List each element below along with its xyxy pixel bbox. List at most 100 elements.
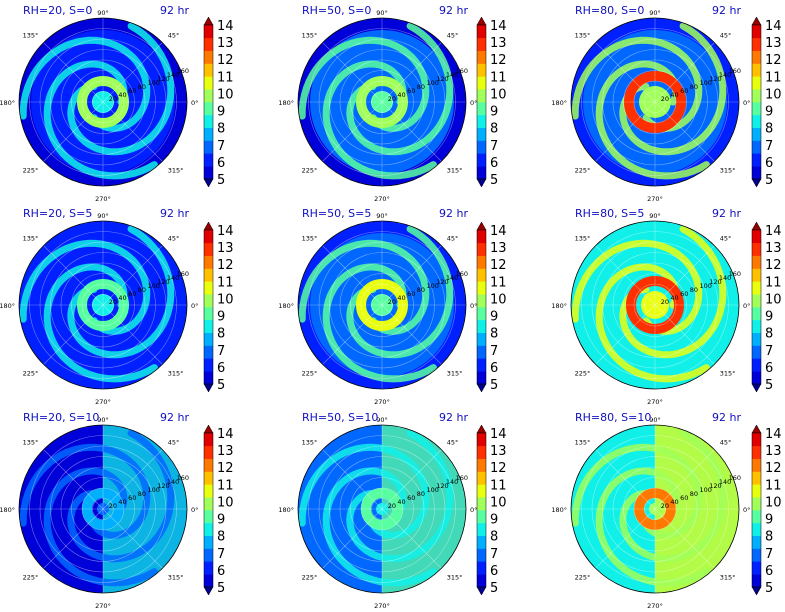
grid-ring (371, 91, 393, 113)
colorbar-segment (477, 153, 486, 167)
radius-label: 60 (680, 494, 688, 502)
colorbar-frame (476, 432, 487, 588)
spiral-band (322, 467, 437, 587)
grid-ring (71, 477, 135, 541)
radius-label: 120 (436, 278, 448, 286)
grid-spoke (102, 101, 163, 162)
radar-field (571, 425, 739, 593)
polar-frame (297, 17, 467, 187)
radar-field (19, 221, 187, 389)
grid-ring (602, 49, 708, 155)
angle-label: 180° (551, 302, 567, 310)
colorbar-tick-label: 12 (217, 461, 234, 476)
colorbar-segment (477, 445, 486, 459)
colorbar-tick-label: 9 (490, 513, 498, 528)
colorbar-segment (477, 294, 486, 308)
colorbar-segment (477, 127, 486, 141)
angle-label: 270° (374, 195, 390, 203)
eyewall (77, 279, 129, 331)
grid-ring (644, 91, 666, 113)
spiral-band (571, 443, 703, 539)
colorbar-tick-label: 12 (217, 258, 234, 273)
colorbar-segment (477, 25, 486, 39)
angle-label: 180° (0, 506, 15, 514)
angle-label: 180° (551, 99, 567, 107)
colorbar-tick-label: 5 (490, 378, 498, 393)
colorbar-segment (477, 255, 486, 269)
spiral-band (595, 467, 710, 587)
grid-ring (92, 91, 114, 113)
angle-label: 135° (23, 234, 39, 242)
colorbar-tick-label: 11 (217, 478, 234, 493)
angle-label: 180° (551, 506, 567, 514)
colorbar-segment (752, 242, 761, 256)
colorbar-segment (752, 25, 761, 39)
radius-label: 140 (719, 478, 731, 486)
grid-ring (39, 445, 167, 573)
colorbar-segment (752, 89, 761, 103)
eyewall (82, 488, 124, 530)
colorbar-tick-label: 7 (490, 547, 498, 562)
panel-time: 92 hr (439, 207, 468, 220)
colorbar-segment (752, 458, 761, 472)
grid-spoke (654, 245, 715, 306)
radius-label: 40 (670, 294, 678, 302)
colorbar-segment (477, 268, 486, 282)
panel-title: RH=80, S=0 (575, 4, 644, 17)
radius-label: 120 (157, 278, 169, 286)
grid-spoke (43, 304, 104, 365)
grid-ring (633, 283, 677, 327)
colorbar-tick-label: 11 (765, 275, 782, 290)
colorbar: 5 6 7 8 9 10 11 12 13 14 (751, 424, 782, 596)
colorbar-tick-label: 13 (490, 444, 507, 459)
colorbar-tick-label: 13 (217, 241, 234, 256)
colorbar-segment (752, 255, 761, 269)
colorbar-tick-label: 10 (765, 495, 782, 510)
grid-spoke (43, 101, 104, 162)
colorbar-extend-min (751, 586, 762, 596)
colorbar-segment (752, 50, 761, 64)
colorbar-tick-label: 8 (490, 327, 498, 342)
grid-ring (591, 38, 719, 166)
grid-spoke (595, 508, 656, 569)
angle-label: 45° (168, 438, 180, 446)
angle-label: 135° (23, 438, 39, 446)
grid-ring (612, 262, 698, 348)
colorbar-tick-label: 9 (765, 105, 773, 120)
angle-label: 135° (302, 234, 318, 242)
panel-title: RH=20, S=10 (23, 411, 99, 424)
colorbar-tick-label: 13 (217, 444, 234, 459)
radius-label: 20 (109, 95, 117, 103)
panel-title: RH=80, S=10 (575, 411, 651, 424)
angle-label: 315° (447, 167, 463, 175)
colorbar-extend-max (203, 221, 214, 231)
angle-label: 0° (470, 302, 477, 310)
grid-spoke (43, 508, 104, 569)
colorbar-extend-max (476, 16, 487, 26)
colorbar-tick-label: 14 (765, 224, 782, 239)
radius-label: 140 (446, 274, 458, 282)
angle-label: 90° (97, 416, 109, 424)
radius-label: 20 (388, 298, 396, 306)
grid-spoke (381, 42, 442, 103)
radius-label: 100 (700, 79, 712, 87)
colorbar-tick-label: 5 (765, 581, 773, 596)
colorbar-segment (204, 127, 213, 141)
colorbar-extend-max (751, 424, 762, 434)
eye (639, 86, 671, 118)
angle-label: 180° (0, 302, 15, 310)
angle-label: 270° (95, 602, 111, 610)
angle-label: 135° (302, 438, 318, 446)
colorbar-tick-label: 8 (765, 530, 773, 545)
colorbar: 5 6 7 8 9 10 11 12 13 14 (203, 16, 234, 188)
colorbar-segment (204, 230, 213, 244)
colorbar-tick-label: 5 (490, 173, 498, 188)
radius-label: 40 (670, 498, 678, 506)
spiral-band (43, 467, 158, 587)
angle-label: 45° (720, 234, 732, 242)
radius-label: 120 (709, 278, 721, 286)
colorbar-segment (204, 63, 213, 77)
colorbar: 5 6 7 8 9 10 11 12 13 14 (751, 221, 782, 393)
